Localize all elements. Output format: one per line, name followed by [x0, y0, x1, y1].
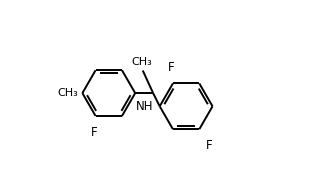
Text: NH: NH [135, 100, 153, 113]
Text: F: F [206, 139, 213, 152]
Text: F: F [168, 61, 174, 74]
Text: F: F [91, 126, 98, 139]
Text: CH₃: CH₃ [131, 57, 152, 67]
Text: CH₃: CH₃ [57, 88, 78, 98]
